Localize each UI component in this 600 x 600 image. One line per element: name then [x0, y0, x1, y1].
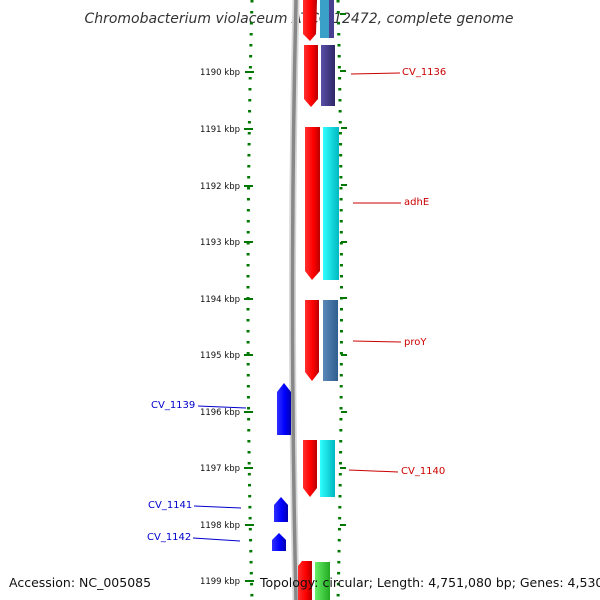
tick-label-1193: 1193 kbp	[200, 238, 240, 248]
cog-box-cv1140	[320, 440, 335, 497]
tick-label-1198: 1198 kbp	[200, 521, 240, 531]
tick-label-1190: 1190 kbp	[200, 68, 240, 78]
leader-cv1139	[197, 405, 247, 409]
gene-label-adhe[interactable]: adhE	[404, 197, 429, 208]
gene-labels: CV_1136 adhE proY CV_1139 CV_1140 CV_114…	[147, 67, 446, 543]
cds-minus-cv1139	[277, 383, 291, 435]
tick-label-1194: 1194 kbp	[200, 295, 240, 305]
cog-box-bottom	[315, 562, 330, 600]
minus-strand-cds-track	[272, 383, 291, 551]
outer-dotted-ring	[336, 0, 343, 600]
leader-cv1141	[193, 505, 242, 509]
cog-box-cv1136	[321, 45, 335, 106]
cds-plus-cv1140	[303, 440, 317, 497]
tick-label-1196: 1196 kbp	[200, 408, 240, 418]
cds-plus-proy	[305, 300, 319, 381]
cog-box-proy	[323, 300, 338, 381]
cog-function-track	[315, 0, 339, 600]
gene-label-proy[interactable]: proY	[404, 337, 427, 348]
accession-text: Accession: NC_005085	[9, 575, 151, 590]
cog-box-top-stripe	[329, 0, 334, 38]
tick-label-1195: 1195 kbp	[200, 351, 240, 361]
leader-proy	[352, 340, 402, 343]
tick-label-1192: 1192 kbp	[200, 182, 240, 192]
gene-label-cv1141[interactable]: CV_1141	[148, 500, 192, 511]
gene-label-cv1142[interactable]: CV_1142	[147, 532, 191, 543]
cds-plus-bottom	[298, 561, 312, 600]
position-ticks: 1190 kbp 1191 kbp 1192 kbp 1193 kbp 1194…	[200, 68, 240, 587]
cds-plus-cv1136	[304, 45, 318, 107]
genome-backbone	[290, 0, 298, 600]
cds-minus-cv1141	[274, 497, 288, 522]
inner-ring-ticks	[244, 71, 254, 582]
gene-label-leaders	[192, 72, 402, 542]
plus-strand-cds-track	[298, 0, 320, 600]
gene-label-cv1136[interactable]: CV_1136	[402, 67, 446, 78]
cds-plus-adhe	[305, 127, 320, 280]
gene-label-cv1139[interactable]: CV_1139	[151, 400, 195, 411]
tick-label-1191: 1191 kbp	[200, 125, 240, 135]
outer-ring-ticks	[340, 13, 347, 526]
genome-summary-text: Topology: circular; Length: 4,751,080 bp…	[259, 575, 600, 590]
leader-cv1136	[350, 72, 401, 75]
gene-label-cv1140[interactable]: CV_1140	[401, 466, 445, 477]
tick-label-1199: 1199 kbp	[200, 577, 240, 587]
cog-box-adhe	[323, 127, 339, 280]
leader-cv1140	[348, 469, 399, 473]
tick-label-1197: 1197 kbp	[200, 464, 240, 474]
cds-minus-cv1142	[272, 533, 286, 551]
cds-plus-top	[303, 0, 317, 41]
leader-cv1142	[192, 537, 241, 542]
